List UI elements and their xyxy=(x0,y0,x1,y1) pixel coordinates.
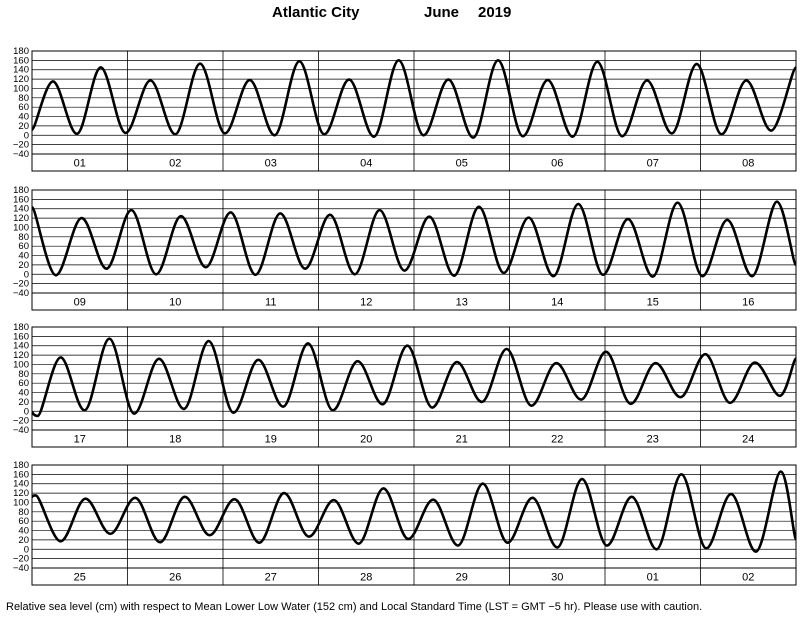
y-tick-label: −40 xyxy=(13,563,29,574)
y-tick-label: 40 xyxy=(18,251,29,262)
day-label: 02 xyxy=(742,572,754,584)
y-tick-label: 40 xyxy=(18,388,29,399)
y-tick-label: 100 xyxy=(13,497,29,508)
day-label: 19 xyxy=(265,434,277,446)
day-label: 30 xyxy=(551,572,563,584)
y-tick-label: 80 xyxy=(18,507,29,518)
y-tick-label: 120 xyxy=(13,74,29,85)
y-tick-label: 60 xyxy=(18,241,29,252)
y-tick-label: −40 xyxy=(13,288,29,299)
day-label: 25 xyxy=(74,572,86,584)
y-tick-label: 20 xyxy=(18,121,29,132)
y-tick-label: −20 xyxy=(13,416,29,427)
chart-title-year: 2019 xyxy=(478,4,512,21)
y-tick-label: 20 xyxy=(18,535,29,546)
day-label: 05 xyxy=(456,158,468,170)
day-label: 20 xyxy=(360,434,372,446)
y-tick-label: 40 xyxy=(18,112,29,123)
y-tick-label: 0 xyxy=(24,269,29,280)
y-tick-label: 0 xyxy=(24,406,29,417)
y-tick-label: 80 xyxy=(18,369,29,380)
day-label: 16 xyxy=(742,297,754,309)
y-tick-label: 100 xyxy=(13,359,29,370)
day-label: 11 xyxy=(265,297,276,309)
tide-curve xyxy=(32,470,796,553)
day-label: 04 xyxy=(360,158,372,170)
day-label: 23 xyxy=(647,434,659,446)
y-tick-label: 160 xyxy=(13,194,29,205)
y-tick-label: −20 xyxy=(13,140,29,151)
y-tick-label: 120 xyxy=(13,488,29,499)
y-tick-label: 140 xyxy=(13,65,29,76)
day-label: 27 xyxy=(265,572,277,584)
day-label: 12 xyxy=(360,297,372,309)
chart-title-month: June xyxy=(424,4,460,21)
y-tick-label: 160 xyxy=(13,469,29,480)
tide-curve xyxy=(32,59,796,139)
y-tick-label: 180 xyxy=(13,46,29,57)
y-tick-label: −40 xyxy=(13,425,29,436)
y-tick-label: 80 xyxy=(18,93,29,104)
y-tick-label: 140 xyxy=(13,204,29,215)
y-tick-label: −20 xyxy=(13,554,29,565)
y-tick-label: 180 xyxy=(13,322,29,333)
y-tick-label: 120 xyxy=(13,350,29,361)
footnote: Relative sea level (cm) with respect to … xyxy=(6,601,703,613)
y-tick-label: 20 xyxy=(18,260,29,271)
y-tick-label: 100 xyxy=(13,83,29,94)
day-label: 09 xyxy=(74,297,86,309)
y-tick-label: 80 xyxy=(18,232,29,243)
day-label: 08 xyxy=(742,158,754,170)
y-tick-label: 140 xyxy=(13,479,29,490)
y-tick-label: 60 xyxy=(18,102,29,113)
day-label: 13 xyxy=(456,297,468,309)
day-label: 21 xyxy=(456,434,468,446)
day-label: 26 xyxy=(169,572,181,584)
tide-curve xyxy=(32,337,796,418)
day-label: 18 xyxy=(169,434,181,446)
day-label: 03 xyxy=(265,158,277,170)
day-label: 15 xyxy=(647,297,659,309)
y-tick-label: −40 xyxy=(13,149,29,160)
day-label: 29 xyxy=(456,572,468,584)
chart-title-city: Atlantic City xyxy=(272,4,360,21)
day-label: 01 xyxy=(647,572,659,584)
day-label: 14 xyxy=(551,297,563,309)
day-label: 28 xyxy=(360,572,372,584)
y-tick-label: 120 xyxy=(13,213,29,224)
y-tick-label: 20 xyxy=(18,397,29,408)
y-tick-label: 0 xyxy=(24,130,29,141)
y-tick-label: 60 xyxy=(18,378,29,389)
y-tick-label: 180 xyxy=(13,460,29,471)
y-tick-label: 140 xyxy=(13,341,29,352)
day-label: 17 xyxy=(74,434,86,446)
day-label: 24 xyxy=(742,434,754,446)
y-tick-label: 40 xyxy=(18,526,29,537)
y-tick-label: 160 xyxy=(13,55,29,66)
y-tick-label: 60 xyxy=(18,516,29,527)
y-tick-label: −20 xyxy=(13,279,29,290)
tide-curve xyxy=(32,200,796,278)
y-tick-label: 100 xyxy=(13,222,29,233)
day-label: 22 xyxy=(551,434,563,446)
y-tick-label: 160 xyxy=(13,331,29,342)
y-tick-label: 0 xyxy=(24,544,29,555)
day-label: 07 xyxy=(647,158,659,170)
day-label: 01 xyxy=(74,158,86,170)
day-label: 02 xyxy=(169,158,181,170)
day-label: 10 xyxy=(169,297,181,309)
y-tick-label: 180 xyxy=(13,185,29,196)
day-label: 06 xyxy=(551,158,563,170)
